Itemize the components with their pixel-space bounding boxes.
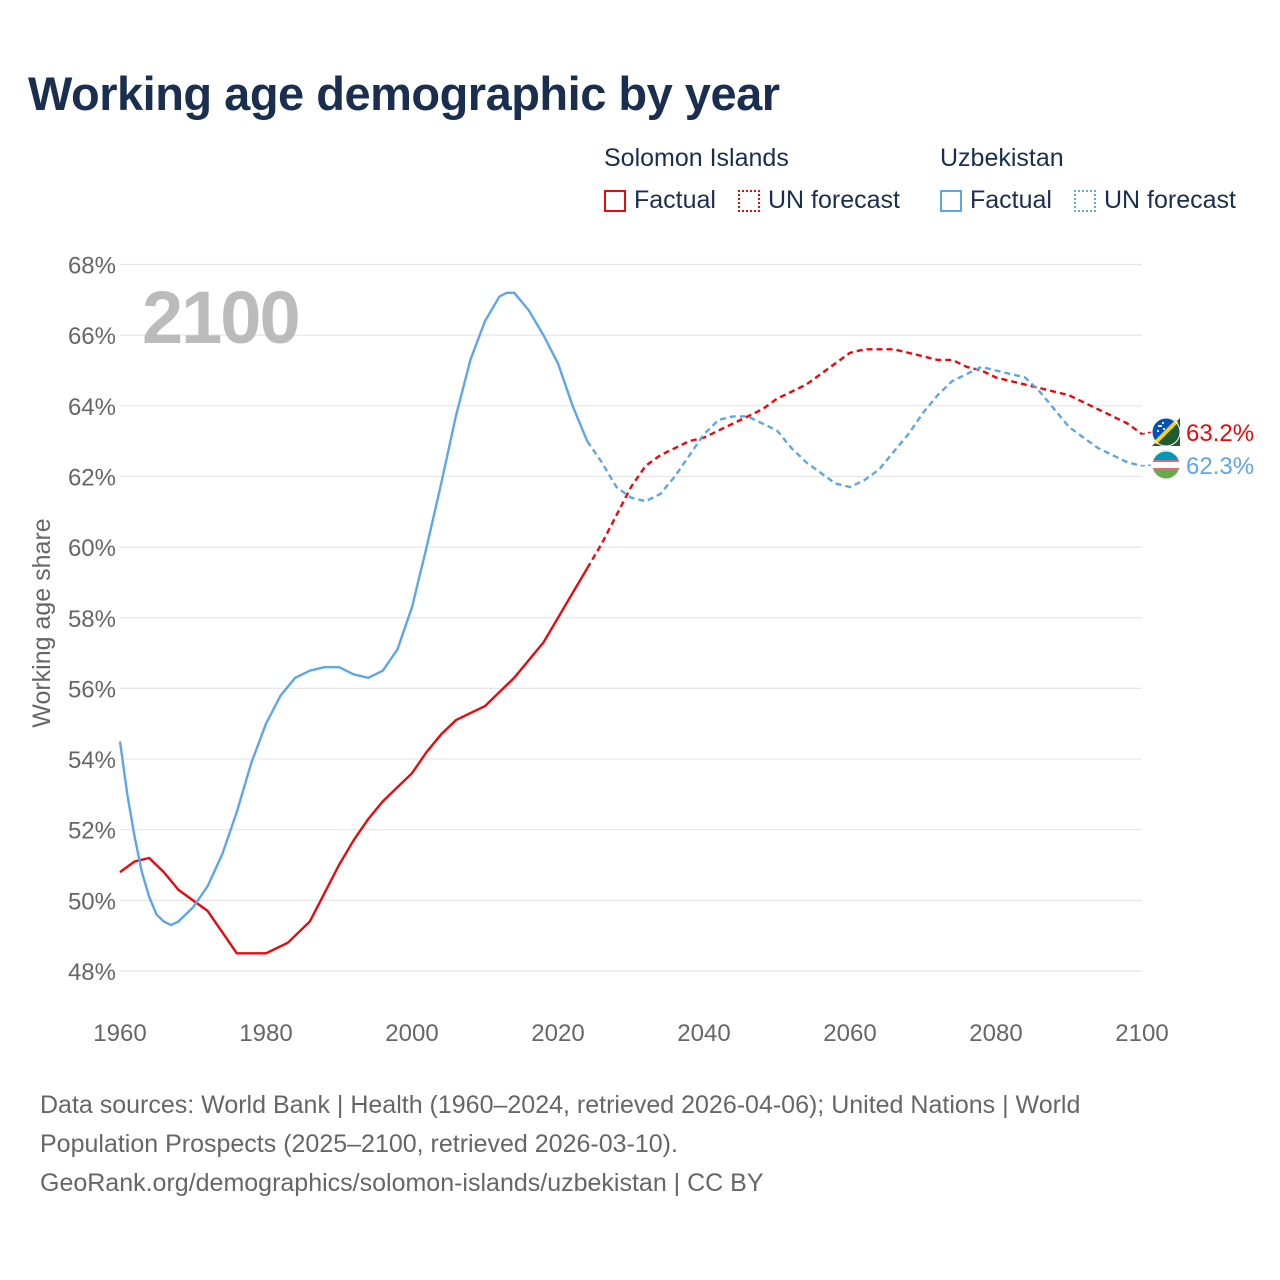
y-tick-label: 64%	[68, 394, 116, 421]
sources-link[interactable]: GeoRank.org/demographics/solomon-islands…	[40, 1169, 764, 1197]
legend-item-factual[interactable]: Factual	[604, 186, 716, 215]
x-tick-label: 2020	[531, 1020, 584, 1047]
y-tick-label: 56%	[68, 676, 116, 703]
end-value-label: 63.2%	[1186, 420, 1254, 447]
series-line-forecast	[586, 348, 1143, 569]
sources-line-2: Population Prospects (2025–2100, retriev…	[40, 1130, 678, 1158]
legend-label: Factual	[970, 186, 1052, 214]
end-connector	[1141, 464, 1153, 467]
legend-label: UN forecast	[768, 186, 900, 214]
y-tick-label: 48%	[68, 959, 116, 986]
legend-swatch-dotted	[1074, 189, 1096, 212]
series-lines	[118, 291, 1143, 955]
series-line-forecast	[586, 365, 1143, 503]
x-tick-label: 1960	[93, 1020, 146, 1047]
legend-swatch-solid	[604, 189, 626, 212]
legend-item-forecast[interactable]: UN forecast	[738, 186, 900, 215]
end-connector	[1141, 431, 1153, 435]
flag-uzbekistan-icon	[1151, 450, 1181, 480]
x-tick-label: 2100	[1115, 1020, 1168, 1047]
flag-star	[1161, 421, 1165, 425]
year-watermark: 2100	[142, 276, 299, 359]
y-tick-label: 62%	[68, 464, 116, 491]
y-tick-label: 58%	[68, 606, 116, 633]
legend-group-name: Solomon Islands	[604, 144, 789, 172]
y-tick-label: 66%	[68, 323, 116, 350]
flag-star	[1162, 427, 1166, 431]
flag-stripe	[1153, 419, 1179, 445]
legend-group-name: Uzbekistan	[940, 144, 1064, 172]
x-tick-label: 2080	[969, 1020, 1022, 1047]
y-tick-label: 50%	[68, 888, 116, 915]
sources-line-1: Data sources: World Bank | Health (1960–…	[40, 1091, 1081, 1119]
legend-swatch-solid	[940, 189, 962, 212]
flag-star	[1156, 429, 1160, 433]
x-tick-label: 1980	[239, 1020, 292, 1047]
y-axis-ticks: 48% 50% 52% 54% 56% 58% 60% 62% 64% 66% 68%	[68, 253, 116, 987]
series-line-factual	[118, 291, 589, 927]
end-value-label: 62.3%	[1186, 453, 1254, 480]
legend-label: UN forecast	[1104, 186, 1236, 214]
y-axis-label: Working age share	[28, 518, 56, 727]
flag-outline	[1151, 417, 1181, 447]
series-line-factual	[119, 567, 589, 955]
x-tick-label: 2000	[385, 1020, 438, 1047]
flag-solomon-islands-icon	[1151, 417, 1181, 447]
y-tick-label: 68%	[68, 253, 116, 280]
end-markers: 63.2% 62.3%	[1141, 417, 1254, 480]
legend-label: Factual	[634, 186, 716, 214]
y-tick-label: 52%	[68, 818, 116, 845]
flag-star	[1157, 424, 1161, 428]
x-tick-label: 2040	[677, 1020, 730, 1047]
x-tick-label: 2060	[823, 1020, 876, 1047]
legend-swatch-dotted	[738, 189, 760, 212]
y-tick-label: 54%	[68, 747, 116, 774]
x-axis-ticks: 1960 1980 2000 2020 2040 2060 2080 2100	[93, 1020, 1168, 1047]
legend-item-forecast[interactable]: UN forecast	[1074, 186, 1236, 215]
y-tick-label: 60%	[68, 535, 116, 562]
flag-outline	[1151, 450, 1181, 480]
legend-item-factual[interactable]: Factual	[940, 186, 1052, 215]
data-sources: Data sources: World Bank | Health (1960–…	[40, 1086, 1240, 1203]
flag-star	[1159, 424, 1163, 428]
gridlines	[120, 263, 1142, 972]
chart-title: Working age demographic by year	[28, 67, 780, 120]
